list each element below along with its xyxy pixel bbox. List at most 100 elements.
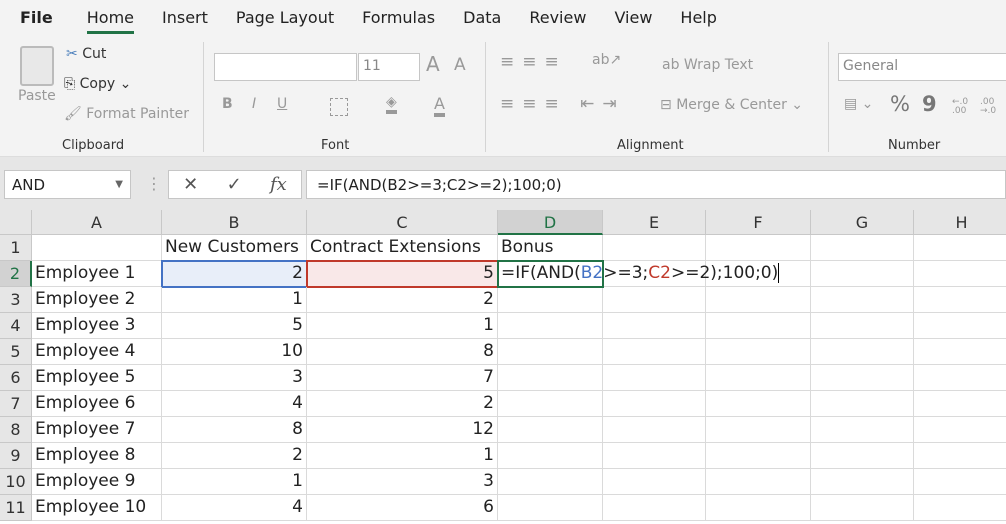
cell-f6[interactable] xyxy=(706,365,811,391)
cell-h7[interactable] xyxy=(914,391,1006,417)
cell-f8[interactable] xyxy=(706,417,811,443)
cell-g3[interactable] xyxy=(811,287,914,313)
font-name-select[interactable] xyxy=(214,53,357,81)
active-cell-editor[interactable]: =IF(AND(B2>=3;C2>=2);100;0) xyxy=(497,260,780,288)
cell-g6[interactable] xyxy=(811,365,914,391)
cell-h5[interactable] xyxy=(914,339,1006,365)
cell-c9[interactable]: 1 xyxy=(307,443,498,469)
cell-b10[interactable]: 1 xyxy=(162,469,307,495)
cell-c8[interactable]: 12 xyxy=(307,417,498,443)
cell-f3[interactable] xyxy=(706,287,811,313)
format-painter-button[interactable]: 🖌 Format Painter xyxy=(64,106,190,122)
row-header-5[interactable]: 5 xyxy=(0,339,32,365)
cell-f4[interactable] xyxy=(706,313,811,339)
cell-h3[interactable] xyxy=(914,287,1006,313)
cell-h9[interactable] xyxy=(914,443,1006,469)
cell-c6[interactable]: 7 xyxy=(307,365,498,391)
align-buttons[interactable]: ≡≡≡ xyxy=(500,52,567,72)
italic-button[interactable]: I xyxy=(252,96,257,112)
tab-file[interactable]: File xyxy=(20,8,53,27)
cell-b11[interactable]: 4 xyxy=(162,495,307,521)
cell-e1[interactable] xyxy=(603,235,706,261)
cell-a5[interactable]: Employee 4 xyxy=(32,339,162,365)
cell-a11[interactable]: Employee 10 xyxy=(32,495,162,521)
cell-g5[interactable] xyxy=(811,339,914,365)
row-header-10[interactable]: 10 xyxy=(0,469,32,495)
insert-function-button[interactable]: fx xyxy=(270,174,287,195)
name-box[interactable]: AND ▼ xyxy=(4,170,131,199)
cell-d7[interactable] xyxy=(498,391,603,417)
cell-c11[interactable]: 6 xyxy=(307,495,498,521)
cell-e4[interactable] xyxy=(603,313,706,339)
cell-c2[interactable]: 5 xyxy=(306,260,499,288)
cell-a8[interactable]: Employee 7 xyxy=(32,417,162,443)
cell-g7[interactable] xyxy=(811,391,914,417)
tab-insert[interactable]: Insert xyxy=(162,8,208,27)
tab-view[interactable]: View xyxy=(614,8,653,27)
row-header-8[interactable]: 8 xyxy=(0,417,32,443)
accounting-icon[interactable]: ▤ ⌄ xyxy=(844,96,874,112)
cell-h11[interactable] xyxy=(914,495,1006,521)
cell-h1[interactable] xyxy=(914,235,1006,261)
cell-c10[interactable]: 3 xyxy=(307,469,498,495)
cell-b5[interactable]: 10 xyxy=(162,339,307,365)
bold-button[interactable]: B xyxy=(222,96,233,112)
cell-d10[interactable] xyxy=(498,469,603,495)
cell-d11[interactable] xyxy=(498,495,603,521)
select-all-corner[interactable] xyxy=(0,210,32,235)
cell-b1[interactable]: New Customers xyxy=(162,235,307,261)
cell-g9[interactable] xyxy=(811,443,914,469)
cell-f9[interactable] xyxy=(706,443,811,469)
cell-g1[interactable] xyxy=(811,235,914,261)
cell-c1[interactable]: Contract Extensions xyxy=(307,235,498,261)
cell-b6[interactable]: 3 xyxy=(162,365,307,391)
cell-f10[interactable] xyxy=(706,469,811,495)
cancel-button[interactable]: ✕ xyxy=(183,174,199,195)
row-header-6[interactable]: 6 xyxy=(0,365,32,391)
cell-e3[interactable] xyxy=(603,287,706,313)
cell-a3[interactable]: Employee 2 xyxy=(32,287,162,313)
percent-button[interactable]: % xyxy=(890,92,910,116)
cell-e10[interactable] xyxy=(603,469,706,495)
underline-button[interactable]: U xyxy=(277,96,288,112)
column-header-f[interactable]: F xyxy=(706,210,811,235)
cell-h4[interactable] xyxy=(914,313,1006,339)
borders-icon[interactable] xyxy=(330,98,348,116)
tab-home[interactable]: Home xyxy=(73,0,148,36)
cell-f7[interactable] xyxy=(706,391,811,417)
column-header-g[interactable]: G xyxy=(811,210,914,235)
tab-page-layout[interactable]: Page Layout xyxy=(235,8,335,27)
fill-color-icon[interactable]: ◈ xyxy=(386,94,397,114)
cell-a10[interactable]: Employee 9 xyxy=(32,469,162,495)
cell-d5[interactable] xyxy=(498,339,603,365)
cell-c3[interactable]: 2 xyxy=(307,287,498,313)
enter-button[interactable]: ✓ xyxy=(226,174,242,195)
cell-a6[interactable]: Employee 5 xyxy=(32,365,162,391)
cell-a9[interactable]: Employee 8 xyxy=(32,443,162,469)
cell-a1[interactable] xyxy=(32,235,162,261)
cell-d4[interactable] xyxy=(498,313,603,339)
cut-button[interactable]: ✂ Cut xyxy=(66,46,107,62)
merge-center-button[interactable]: ⊟ Merge & Center ⌄ xyxy=(660,97,804,113)
wrap-text-button[interactable]: ab Wrap Text xyxy=(662,57,754,73)
formula-input[interactable]: =IF(AND(B2>=3;C2>=2);100;0) xyxy=(306,170,1006,199)
cell-a2[interactable]: Employee 1 xyxy=(32,261,162,287)
halign-buttons[interactable]: ≡≡≡ ⇤⇥ xyxy=(500,94,625,114)
cell-g11[interactable] xyxy=(811,495,914,521)
cell-g2[interactable] xyxy=(811,261,914,287)
column-header-d[interactable]: D xyxy=(498,210,603,235)
cell-d9[interactable] xyxy=(498,443,603,469)
cell-f5[interactable] xyxy=(706,339,811,365)
column-header-c[interactable]: C xyxy=(307,210,498,235)
cell-c5[interactable]: 8 xyxy=(307,339,498,365)
cell-g4[interactable] xyxy=(811,313,914,339)
increase-decimal-button[interactable]: ←.0 .00 xyxy=(952,97,969,116)
tab-data[interactable]: Data xyxy=(463,8,502,27)
row-header-3[interactable]: 3 xyxy=(0,287,32,313)
font-size-select[interactable]: 11 xyxy=(358,53,420,81)
paste-icon[interactable] xyxy=(20,46,54,86)
shrink-font-button[interactable]: A xyxy=(454,55,466,75)
cell-c4[interactable]: 1 xyxy=(307,313,498,339)
cell-b7[interactable]: 4 xyxy=(162,391,307,417)
cell-c7[interactable]: 2 xyxy=(307,391,498,417)
